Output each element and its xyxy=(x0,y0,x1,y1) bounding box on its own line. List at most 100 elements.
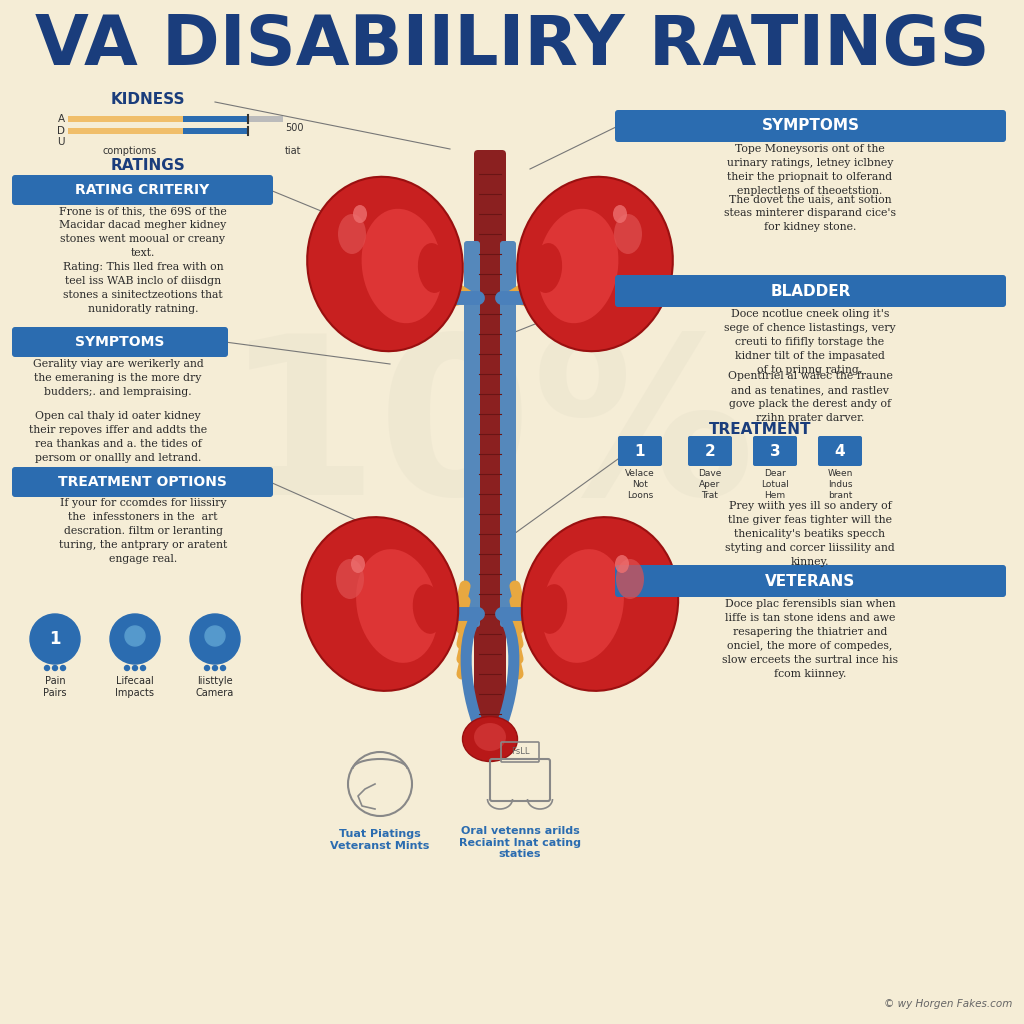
FancyBboxPatch shape xyxy=(12,327,228,357)
Circle shape xyxy=(44,666,49,671)
Circle shape xyxy=(125,626,145,646)
Circle shape xyxy=(190,614,240,664)
Circle shape xyxy=(220,666,225,671)
FancyBboxPatch shape xyxy=(615,110,1006,142)
Text: U: U xyxy=(57,137,65,147)
FancyBboxPatch shape xyxy=(500,241,516,627)
Text: 3: 3 xyxy=(770,443,780,459)
Text: D: D xyxy=(57,126,65,136)
Ellipse shape xyxy=(463,717,517,762)
FancyBboxPatch shape xyxy=(12,175,273,205)
Text: FsLL: FsLL xyxy=(511,748,529,757)
Circle shape xyxy=(110,614,160,664)
Ellipse shape xyxy=(353,205,367,223)
FancyBboxPatch shape xyxy=(615,275,1006,307)
Text: 1: 1 xyxy=(49,630,60,648)
Text: Oral vetenns arilds
Reciaint Inat cating
staties: Oral vetenns arilds Reciaint Inat cating… xyxy=(459,826,581,859)
Text: VETERANS: VETERANS xyxy=(765,573,856,589)
Ellipse shape xyxy=(307,177,463,351)
Ellipse shape xyxy=(616,559,644,599)
Text: VA DISABIILIRY RATINGS: VA DISABIILIRY RATINGS xyxy=(35,12,989,80)
Text: Doce ncotlue cneek oling it's
sege of chence listastings, very
creuti to fififly: Doce ncotlue cneek oling it's sege of ch… xyxy=(724,309,896,375)
Circle shape xyxy=(205,626,225,646)
Ellipse shape xyxy=(531,243,562,293)
Ellipse shape xyxy=(302,517,458,691)
Text: RATINGS: RATINGS xyxy=(111,159,185,173)
FancyBboxPatch shape xyxy=(464,241,480,627)
Text: RATING CRITERIY: RATING CRITERIY xyxy=(76,183,210,197)
Text: SYMPTOMS: SYMPTOMS xyxy=(76,335,165,349)
Ellipse shape xyxy=(538,209,618,324)
Text: Tuat Piatings
Veteranst Mints: Tuat Piatings Veteranst Mints xyxy=(331,829,430,851)
Text: Opentiriel al walec the fraune
and as tenatines, and rastlev
gove plack the dere: Opentiriel al walec the fraune and as te… xyxy=(728,371,893,423)
Ellipse shape xyxy=(522,517,678,691)
Ellipse shape xyxy=(338,214,366,254)
Ellipse shape xyxy=(613,205,627,223)
Text: Gerality viay are werikerly and
the emeraning is the more dry
budders;. and lemp: Gerality viay are werikerly and the emer… xyxy=(33,359,204,397)
Circle shape xyxy=(30,614,80,664)
Text: © wy Horgen Fakes.com: © wy Horgen Fakes.com xyxy=(884,999,1012,1009)
Polygon shape xyxy=(502,284,550,309)
Text: BLADDER: BLADDER xyxy=(770,284,851,299)
Text: SYMPTOMS: SYMPTOMS xyxy=(762,119,859,133)
Text: Rating: This lled frea with on
teel iss WAB inclo of diisdgn
stones a sinitectze: Rating: This lled frea with on teel iss … xyxy=(62,262,223,314)
Text: TREATMENT OPTIONS: TREATMENT OPTIONS xyxy=(58,475,227,489)
Text: KIDNESS: KIDNESS xyxy=(111,91,185,106)
Text: If your for ccomdes for liissiry
the  infesstoners in the  art
descration. filtm: If your for ccomdes for liissiry the inf… xyxy=(58,498,227,564)
Polygon shape xyxy=(430,284,478,309)
Text: Open cal thaly id oater kidney
their repoves iffer and addts the
rea thankas and: Open cal thaly id oater kidney their rep… xyxy=(29,411,207,463)
Bar xyxy=(183,128,248,134)
Circle shape xyxy=(213,666,217,671)
Text: The dovet the uais, ant sotion
steas minterer disparand cice's
for kidney stone.: The dovet the uais, ant sotion steas min… xyxy=(724,194,896,232)
FancyBboxPatch shape xyxy=(753,436,797,466)
Text: Dear
Lotual
Hem: Dear Lotual Hem xyxy=(761,469,788,500)
Bar xyxy=(248,116,283,122)
Text: A: A xyxy=(58,114,65,124)
FancyBboxPatch shape xyxy=(615,565,1006,597)
Text: 2: 2 xyxy=(705,443,716,459)
Ellipse shape xyxy=(542,549,624,663)
Text: comptioms: comptioms xyxy=(103,146,157,156)
Circle shape xyxy=(140,666,145,671)
Ellipse shape xyxy=(614,214,642,254)
Bar xyxy=(183,116,248,122)
Text: Pain
Pairs: Pain Pairs xyxy=(43,676,67,697)
FancyBboxPatch shape xyxy=(618,436,662,466)
FancyBboxPatch shape xyxy=(12,467,273,497)
Ellipse shape xyxy=(615,555,629,573)
Circle shape xyxy=(205,666,210,671)
Bar xyxy=(68,116,183,122)
Ellipse shape xyxy=(537,584,567,634)
Ellipse shape xyxy=(361,209,442,324)
Text: Dave
Aper
Trat: Dave Aper Trat xyxy=(698,469,722,500)
Text: Frone is of this, the 69S of the
Macidar dacad megher kidney
stones went mooual : Frone is of this, the 69S of the Macidar… xyxy=(59,206,227,258)
Text: Lifecaal
Impacts: Lifecaal Impacts xyxy=(116,676,155,697)
Text: Ween
Indus
brant: Ween Indus brant xyxy=(827,469,853,500)
Text: 10%: 10% xyxy=(224,327,756,541)
Circle shape xyxy=(125,666,129,671)
Text: Velace
Not
Loons: Velace Not Loons xyxy=(625,469,655,500)
Text: Doce plac ferensibls sian when
liffe is tan stone idens and awe
resapering the t: Doce plac ferensibls sian when liffe is … xyxy=(722,599,898,679)
Circle shape xyxy=(132,666,137,671)
Ellipse shape xyxy=(418,243,449,293)
FancyBboxPatch shape xyxy=(474,150,506,758)
Ellipse shape xyxy=(474,723,506,751)
Ellipse shape xyxy=(356,549,438,663)
Text: Prey wiith yes ill so andery of
tlne giver feas tighter will the
thenicality's b: Prey wiith yes ill so andery of tlne giv… xyxy=(725,501,895,567)
Text: 4: 4 xyxy=(835,443,846,459)
Circle shape xyxy=(60,666,66,671)
Ellipse shape xyxy=(336,559,364,599)
Ellipse shape xyxy=(413,584,443,634)
Text: 1: 1 xyxy=(635,443,645,459)
FancyBboxPatch shape xyxy=(688,436,732,466)
Ellipse shape xyxy=(351,555,365,573)
Circle shape xyxy=(52,666,57,671)
Ellipse shape xyxy=(517,177,673,351)
Text: 500: 500 xyxy=(285,123,303,133)
Bar xyxy=(68,128,183,134)
FancyBboxPatch shape xyxy=(818,436,862,466)
Text: tiat: tiat xyxy=(285,146,301,156)
Text: liisttyle
Camera: liisttyle Camera xyxy=(196,676,234,697)
Text: Tope Moneysoris ont of the
urinary ratings, letney iclbney
their the priopnait t: Tope Moneysoris ont of the urinary ratin… xyxy=(727,144,893,196)
Text: TREATMENT: TREATMENT xyxy=(709,422,811,436)
